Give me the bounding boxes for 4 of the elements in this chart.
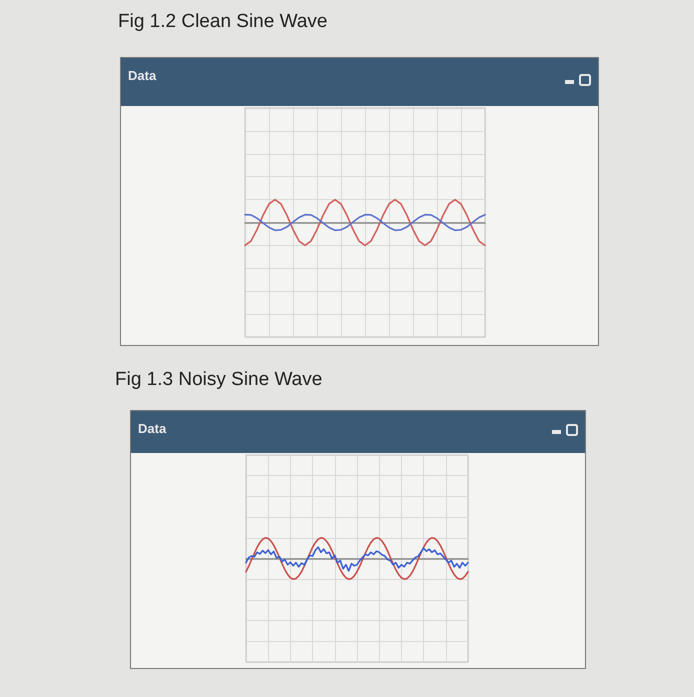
chart-title: Fig 1.2 Clean Sine Wave <box>118 11 328 32</box>
text: Data <box>138 421 167 436</box>
text: Data <box>128 68 157 83</box>
chart-title: Fig 1.3 Noisy Sine Wave <box>115 369 322 390</box>
